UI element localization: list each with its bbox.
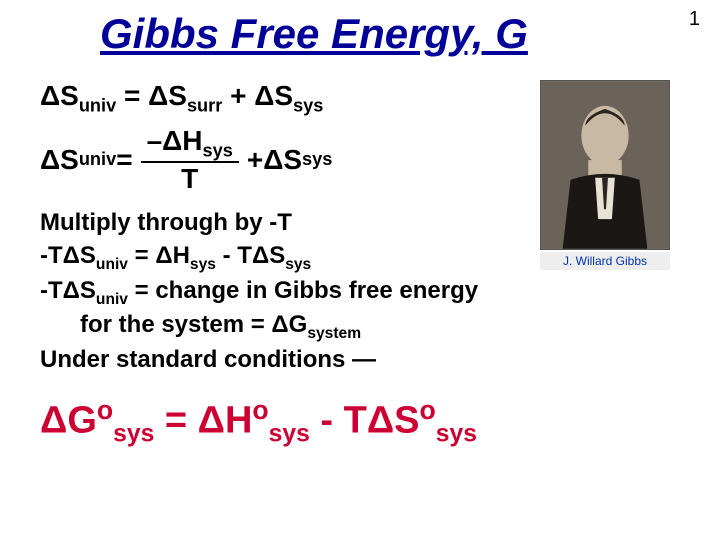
eq2-plus: + <box>247 144 263 176</box>
final-t2-sub: sys <box>269 420 310 447</box>
eq2-t2-sub: sys <box>302 149 332 170</box>
eq2-fraction: –ΔHsys T <box>141 127 239 194</box>
body-l3c-sub: system <box>307 325 361 342</box>
equation-1: ΔSuniv = ΔSsurr + ΔSsys <box>40 80 680 117</box>
eq1-left: ΔS <box>40 80 79 111</box>
final-equation: ΔGosys = ΔHosys - TΔSosys <box>40 395 680 448</box>
derivation-body: Multiply through by -T -TΔSuniv = ΔHsys … <box>40 207 680 376</box>
body-l2a-sub: univ <box>96 256 128 273</box>
final-t2: ΔH <box>198 399 253 441</box>
page-number: 1 <box>689 8 700 31</box>
eq2-left-sub: univ <box>79 149 116 170</box>
body-l4: Under standard conditions — <box>40 344 680 376</box>
content-area: ΔSuniv = ΔSsurr + ΔSsys ΔSuniv = –ΔHsys … <box>40 80 680 448</box>
eq2-left: ΔS <box>40 144 79 176</box>
body-l3c: for the system = ΔG <box>80 311 307 338</box>
final-t2-sup: o <box>252 395 268 425</box>
eq2-eq: = <box>116 144 132 176</box>
eq2-frac-num-sub: sys <box>202 140 232 160</box>
eq2-frac-den: T <box>181 163 198 193</box>
final-eq: = <box>154 399 197 441</box>
equation-2: ΔSuniv = –ΔHsys T + ΔSsys <box>40 127 680 194</box>
final-t1-sub: sys <box>113 420 154 447</box>
body-l2b-sub: sys <box>190 256 216 273</box>
body-l2b: = ΔH <box>128 242 190 269</box>
final-t3-sup: o <box>420 395 436 425</box>
body-l2a: -TΔS <box>40 242 96 269</box>
body-l3b: = change in Gibbs free energy <box>128 277 478 304</box>
final-minus: - <box>310 399 344 441</box>
eq1-t2-sub: sys <box>293 96 323 116</box>
body-l1: Multiply through by -T <box>40 207 680 239</box>
final-t1-sup: o <box>97 395 113 425</box>
body-l3a: -TΔS <box>40 277 96 304</box>
page-title: Gibbs Free Energy, G <box>100 10 528 58</box>
body-l2c-sub: sys <box>285 256 311 273</box>
final-t3-sub: sys <box>436 420 477 447</box>
eq2-frac-num: –ΔH <box>147 125 203 156</box>
final-t1: ΔG <box>40 399 97 441</box>
body-l3a-sub: univ <box>96 290 128 307</box>
eq1-t1-sub: surr <box>187 96 222 116</box>
body-l2c: - TΔS <box>216 242 285 269</box>
eq1-plus: + <box>222 80 254 111</box>
eq1-t1: ΔS <box>148 80 187 111</box>
eq1-eq: = <box>116 80 148 111</box>
eq2-t2: ΔS <box>263 144 302 176</box>
eq1-left-sub: univ <box>79 96 116 116</box>
eq1-t2: ΔS <box>254 80 293 111</box>
final-t3: TΔS <box>344 399 420 441</box>
